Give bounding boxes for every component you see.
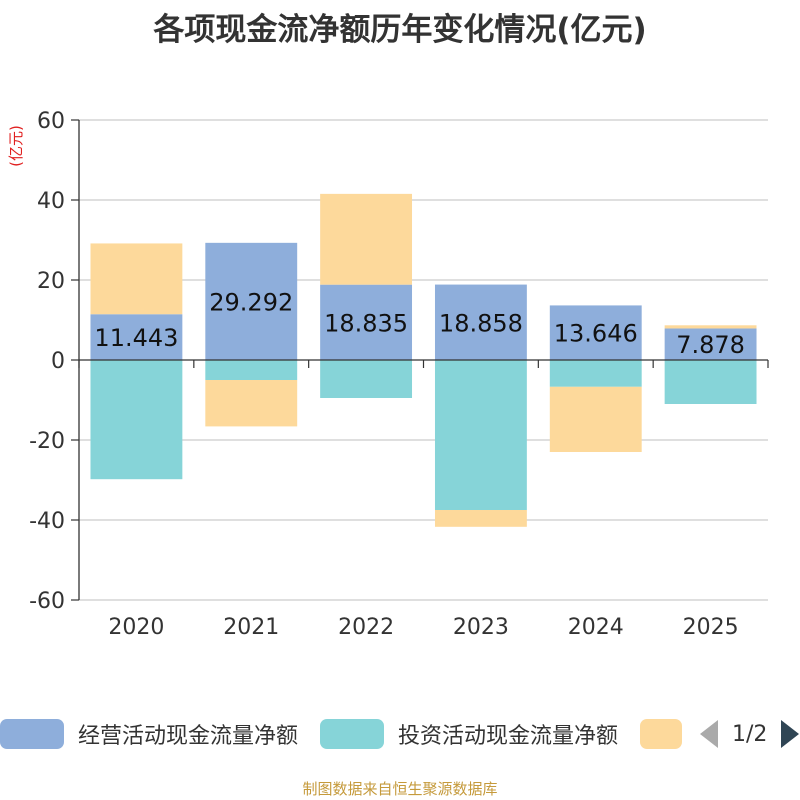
- legend-swatch-operating: [0, 719, 64, 749]
- x-tick-label: 2025: [683, 615, 739, 640]
- bar-0-2025[interactable]: [664, 328, 757, 360]
- y-tick-label: -40: [29, 509, 65, 534]
- chart-title: 各项现金流净额历年变化情况(亿元): [153, 12, 647, 48]
- bar-0-2023[interactable]: [434, 284, 527, 360]
- bar-2-2021[interactable]: [205, 380, 298, 427]
- legend-pager: 1/2: [700, 716, 800, 752]
- legend-swatch-investing: [320, 719, 384, 749]
- data-label: 7.878: [676, 331, 745, 359]
- legend-label-operating: 经营活动现金流量净额: [78, 724, 299, 749]
- legend-item-operating[interactable]: 经营活动现金流量净额: [0, 716, 298, 752]
- legend-swatch-financing: [640, 719, 682, 749]
- bar-2-2022[interactable]: [320, 193, 413, 285]
- x-tick-label: 2020: [108, 615, 164, 640]
- bar-2-2020[interactable]: [90, 243, 183, 315]
- y-axis-title: (亿元): [7, 125, 25, 167]
- bar-0-2021[interactable]: [205, 242, 298, 360]
- bar-0-2022[interactable]: [320, 284, 413, 360]
- bar-1-2021[interactable]: [205, 360, 298, 380]
- data-label: 11.443: [94, 324, 178, 352]
- next-page-icon[interactable]: [781, 720, 800, 748]
- legend: 经营活动现金流量净额 投资活动现金流量净额: [0, 716, 800, 752]
- bar-2-2023[interactable]: [434, 510, 527, 527]
- y-tick-label: 20: [37, 269, 65, 294]
- bar-1-2024[interactable]: [549, 360, 642, 387]
- data-label: 13.646: [554, 320, 638, 348]
- data-label: 29.292: [209, 288, 293, 316]
- legend-label-investing: 投资活动现金流量净额: [398, 724, 619, 749]
- legend-item-investing[interactable]: 投资活动现金流量净额: [320, 716, 618, 752]
- x-tick-label: 2022: [338, 615, 394, 640]
- x-tick-label: 2023: [453, 615, 509, 640]
- y-tick-label: 40: [37, 189, 65, 214]
- bar-0-2020[interactable]: [90, 314, 183, 360]
- y-tick-label: -60: [29, 589, 65, 614]
- data-label: 18.835: [324, 309, 408, 337]
- bar-2-2025[interactable]: [664, 325, 757, 329]
- bar-2-2024[interactable]: [549, 386, 642, 452]
- bar-0-2024[interactable]: [549, 305, 642, 360]
- data-label: 18.858: [439, 309, 523, 337]
- x-tick-label: 2024: [568, 615, 624, 640]
- prev-page-icon[interactable]: [700, 720, 718, 748]
- bar-1-2020[interactable]: [90, 360, 183, 480]
- legend-page-indicator: 1/2: [732, 721, 768, 747]
- legend-item-financing[interactable]: [640, 716, 682, 752]
- y-tick-label: 60: [37, 109, 65, 134]
- bar-1-2023[interactable]: [434, 360, 527, 510]
- y-tick-label: 0: [51, 349, 65, 374]
- x-tick-label: 2021: [223, 615, 279, 640]
- source-footer: 制图数据来自恒生聚源数据库: [302, 780, 498, 798]
- y-tick-label: -20: [29, 429, 65, 454]
- bar-1-2025[interactable]: [664, 360, 757, 404]
- bar-1-2022[interactable]: [320, 360, 413, 398]
